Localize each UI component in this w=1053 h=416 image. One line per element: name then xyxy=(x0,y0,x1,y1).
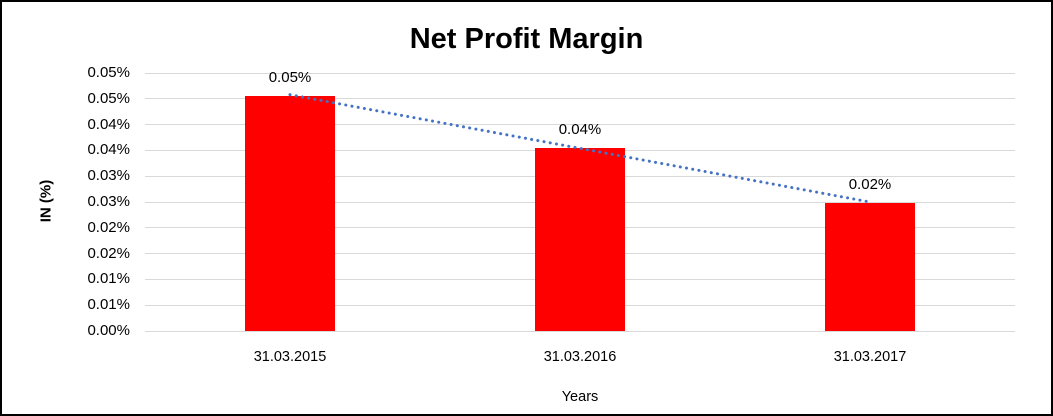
x-tick-label: 31.03.2016 xyxy=(543,349,617,365)
bar-data-label: 0.05% xyxy=(268,68,312,86)
bar-31.03.2017 xyxy=(825,203,915,331)
y-tick-label: 0.03% xyxy=(87,193,130,210)
x-axis-title: Years xyxy=(561,389,599,405)
y-axis-labels: 0.05% 0.05% 0.04% 0.04% 0.03% 0.03% 0.02% 0.02%… xyxy=(54,2,130,414)
y-tick-label: 0.02% xyxy=(87,244,130,262)
x-tick-label: 31.03.2015 xyxy=(253,349,327,365)
y-tick-label: 0.05% xyxy=(87,89,130,107)
bar-data-label: 0.04% xyxy=(558,121,602,139)
y-tick-label: 0.00% xyxy=(87,322,130,339)
plot-area: 0.05% 0.04% 0.02% xyxy=(145,69,1015,332)
y-tick-label: 0.04% xyxy=(87,115,130,133)
bar-31.03.2016 xyxy=(535,148,625,331)
y-tick-label: 0.02% xyxy=(87,218,130,236)
gridline xyxy=(145,72,1015,74)
bar-31.03.2015 xyxy=(245,95,335,331)
y-tick-label: 0.05% xyxy=(87,64,130,81)
y-axis-title: IN (%) xyxy=(37,179,55,223)
y-tick-label: 0.01% xyxy=(87,270,130,288)
gridline xyxy=(145,330,1015,332)
y-tick-label: 0.03% xyxy=(87,167,130,185)
y-tick-label: 0.01% xyxy=(87,296,130,314)
x-tick-label: 31.03.2017 xyxy=(833,349,907,365)
y-tick-label: 0.04% xyxy=(87,141,130,159)
chart-title: Net Profit Margin xyxy=(409,23,644,55)
bar-data-label: 0.02% xyxy=(848,176,892,194)
